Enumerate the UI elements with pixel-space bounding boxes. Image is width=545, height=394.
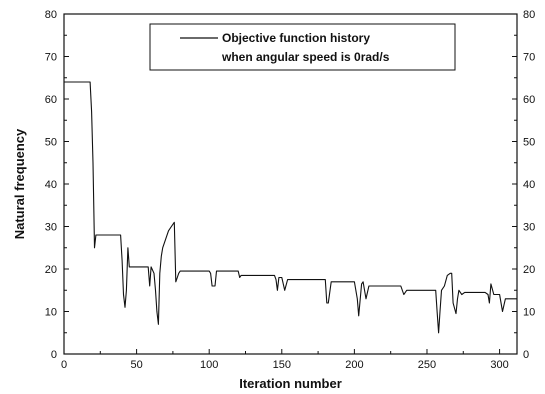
- y-tick-label: 40: [45, 179, 57, 191]
- legend: Objective function history when angular …: [149, 23, 456, 71]
- x-tick-label: 200: [345, 359, 363, 371]
- y-tick-label: 30: [45, 222, 57, 234]
- y-tick-label: 70: [45, 52, 57, 64]
- x-axis-title: Iteration number: [239, 376, 342, 391]
- x-tick-label: 250: [418, 359, 436, 371]
- x-tick-label: 300: [490, 359, 508, 371]
- data-layer: [64, 81, 517, 334]
- y-tick-label: 0: [51, 349, 57, 361]
- right-y-tick-label: 30: [523, 222, 535, 234]
- y-axis-title: Natural frequency: [12, 128, 27, 239]
- y-tick-label: 50: [45, 137, 57, 149]
- series-line-0: [64, 81, 517, 334]
- x-tick-label: 150: [273, 359, 291, 371]
- y-tick-label: 20: [45, 264, 57, 276]
- y-axis-ticks: 0 10 20 30 40 50 60 70 80: [45, 9, 69, 361]
- legend-box: [149, 23, 456, 71]
- y-tick-label: 60: [45, 94, 57, 106]
- right-y-tick-label: 20: [523, 264, 535, 276]
- right-y-tick-label: 70: [523, 52, 535, 64]
- y-tick-label: 10: [45, 307, 57, 319]
- x-tick-label: 50: [130, 359, 142, 371]
- right-y-tick-label: 80: [523, 9, 535, 21]
- legend-label-line-2: when angular speed is 0rad/s: [221, 50, 390, 64]
- right-y-axis-ticks: 0 10 20 30 40 50 60 70 80: [512, 9, 535, 361]
- right-y-tick-label: 60: [523, 94, 535, 106]
- y-tick-label: 80: [45, 9, 57, 21]
- x-axis-ticks: 0 50 100 150 200 250 300: [61, 349, 509, 371]
- right-y-tick-label: 10: [523, 307, 535, 319]
- x-tick-label: 0: [61, 359, 67, 371]
- right-y-tick-label: 50: [523, 137, 535, 149]
- x-tick-label: 100: [200, 359, 218, 371]
- right-y-tick-label: 40: [523, 179, 535, 191]
- right-y-tick-label: 0: [523, 349, 529, 361]
- legend-label-line-1: Objective function history: [222, 31, 370, 45]
